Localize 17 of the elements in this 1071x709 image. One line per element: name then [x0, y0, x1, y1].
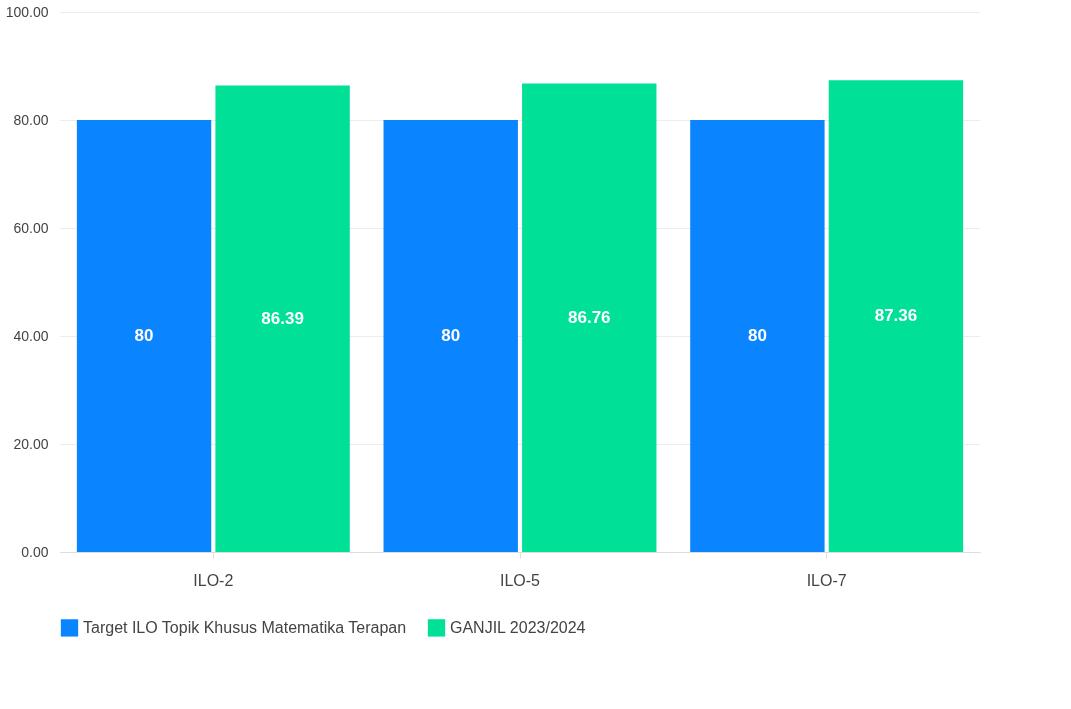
x-tick-label: ILO-7 — [806, 571, 847, 589]
data-label: 86.76 — [568, 307, 611, 327]
data-label: 87.36 — [874, 306, 918, 326]
y-tick-label: 20.00 — [13, 435, 49, 452]
data-label: 80 — [747, 326, 767, 345]
y-tick-label: 100.00 — [5, 3, 49, 20]
x-tick-label: ILO-2 — [193, 571, 234, 589]
data-label: 86.39 — [261, 308, 304, 328]
y-tick-label: 80.00 — [13, 111, 49, 128]
legend-label: GANJIL 2023/2024 — [450, 618, 586, 636]
y-tick-label: 40.00 — [13, 327, 49, 344]
data-label: 80 — [441, 326, 461, 345]
x-tick-label: ILO-5 — [499, 571, 541, 589]
y-tick-label: 60.00 — [13, 219, 49, 236]
legend-label: Target ILO Topik Khusus Matematika Terapan — [83, 618, 407, 636]
y-tick-label: 0.00 — [21, 543, 49, 560]
data-label: 80 — [134, 326, 154, 345]
